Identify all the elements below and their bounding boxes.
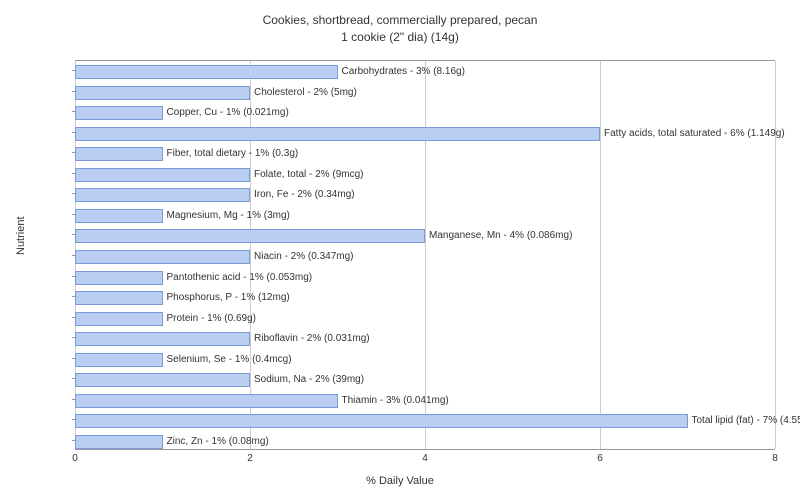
x-tick-label: 8 — [772, 453, 778, 464]
x-tick-label: 0 — [72, 453, 78, 464]
nutrient-bar — [75, 414, 688, 428]
nutrient-bar — [75, 209, 163, 223]
nutrient-bar — [75, 188, 250, 202]
nutrient-bar — [75, 86, 250, 100]
y-tick-mark — [72, 152, 75, 153]
y-tick-mark — [72, 173, 75, 174]
nutrient-bar-chart: Cookies, shortbread, commercially prepar… — [0, 0, 800, 500]
chart-title-line1: Cookies, shortbread, commercially prepar… — [0, 12, 800, 29]
nutrient-bar-label: Sodium, Na - 2% (39mg) — [250, 373, 364, 387]
y-tick-mark — [72, 337, 75, 338]
nutrient-bar-label: Folate, total - 2% (9mcg) — [250, 168, 363, 182]
nutrient-bar-label: Selenium, Se - 1% (0.4mcg) — [163, 353, 292, 367]
y-tick-mark — [72, 132, 75, 133]
x-tick-label: 6 — [597, 453, 603, 464]
nutrient-bar-label: Carbohydrates - 3% (8.16g) — [338, 65, 465, 79]
nutrient-bar-label: Cholesterol - 2% (5mg) — [250, 86, 357, 100]
y-axis-label: Nutrient — [15, 216, 27, 255]
nutrient-bar-label: Riboflavin - 2% (0.031mg) — [250, 332, 370, 346]
nutrient-bar-label: Copper, Cu - 1% (0.021mg) — [163, 106, 289, 120]
nutrient-bar — [75, 250, 250, 264]
y-tick-mark — [72, 255, 75, 256]
nutrient-bar-label: Iron, Fe - 2% (0.34mg) — [250, 188, 355, 202]
y-tick-mark — [72, 378, 75, 379]
nutrient-bar — [75, 106, 163, 120]
y-tick-mark — [72, 111, 75, 112]
nutrient-bar-label: Manganese, Mn - 4% (0.086mg) — [425, 229, 572, 243]
nutrient-bar — [75, 312, 163, 326]
nutrient-bar — [75, 373, 250, 387]
nutrient-bar-label: Zinc, Zn - 1% (0.08mg) — [163, 435, 269, 449]
y-tick-mark — [72, 399, 75, 400]
nutrient-bar-label: Protein - 1% (0.69g) — [163, 312, 257, 326]
nutrient-bar-label: Fatty acids, total saturated - 6% (1.149… — [600, 127, 785, 141]
nutrient-bar — [75, 127, 600, 141]
y-tick-mark — [72, 440, 75, 441]
nutrient-bar — [75, 271, 163, 285]
nutrient-bar — [75, 435, 163, 449]
gridline — [600, 61, 601, 449]
gridline — [775, 61, 776, 449]
y-tick-mark — [72, 91, 75, 92]
x-tick-label: 2 — [247, 453, 253, 464]
y-tick-mark — [72, 317, 75, 318]
y-tick-mark — [72, 70, 75, 71]
nutrient-bar — [75, 291, 163, 305]
chart-title-line2: 1 cookie (2" dia) (14g) — [0, 29, 800, 46]
nutrient-bar-label: Thiamin - 3% (0.041mg) — [338, 394, 449, 408]
nutrient-bar — [75, 332, 250, 346]
nutrient-bar — [75, 353, 163, 367]
y-tick-mark — [72, 276, 75, 277]
x-tick-label: 4 — [422, 453, 428, 464]
nutrient-bar — [75, 147, 163, 161]
nutrient-bar — [75, 168, 250, 182]
y-tick-mark — [72, 234, 75, 235]
nutrient-bar-label: Magnesium, Mg - 1% (3mg) — [163, 209, 290, 223]
nutrient-bar-label: Pantothenic acid - 1% (0.053mg) — [163, 271, 313, 285]
x-axis-label: % Daily Value — [0, 475, 800, 487]
nutrient-bar — [75, 394, 338, 408]
y-tick-mark — [72, 419, 75, 420]
nutrient-bar — [75, 65, 338, 79]
nutrient-bar-label: Total lipid (fat) - 7% (4.55g) — [688, 414, 800, 428]
y-tick-mark — [72, 214, 75, 215]
nutrient-bar — [75, 229, 425, 243]
plot-area: Carbohydrates - 3% (8.16g) Cholesterol - … — [75, 60, 775, 450]
gridline — [425, 61, 426, 449]
nutrient-bar-label: Phosphorus, P - 1% (12mg) — [163, 291, 290, 305]
y-tick-mark — [72, 193, 75, 194]
y-tick-mark — [72, 296, 75, 297]
y-tick-mark — [72, 358, 75, 359]
nutrient-bar-label: Niacin - 2% (0.347mg) — [250, 250, 353, 264]
nutrient-bar-label: Fiber, total dietary - 1% (0.3g) — [163, 147, 299, 161]
chart-title-block: Cookies, shortbread, commercially prepar… — [0, 0, 800, 46]
